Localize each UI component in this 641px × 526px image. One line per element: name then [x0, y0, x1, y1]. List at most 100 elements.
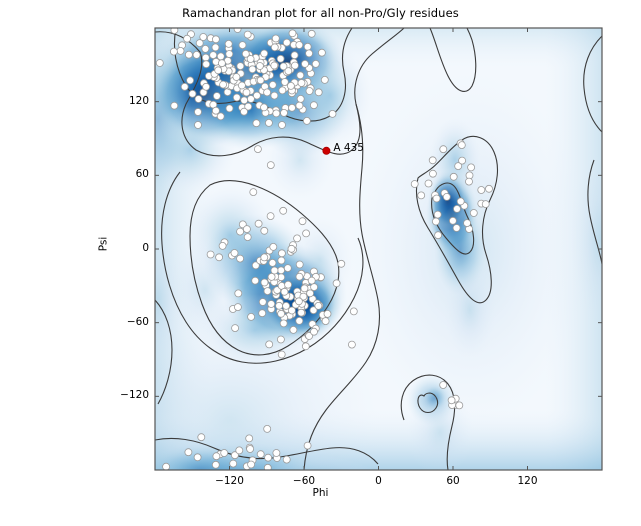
residue-point[interactable]: [224, 40, 233, 48]
residue-point[interactable]: [439, 145, 448, 154]
residue-point[interactable]: [256, 450, 265, 459]
residue-point[interactable]: [253, 145, 262, 154]
residue-point[interactable]: [267, 272, 276, 281]
residue-point[interactable]: [465, 177, 473, 186]
residue-point[interactable]: [301, 60, 309, 68]
residue-point[interactable]: [201, 45, 210, 53]
residue-point[interactable]: [206, 250, 215, 259]
residue-point[interactable]: [265, 340, 274, 349]
residue-point[interactable]: [216, 112, 225, 121]
residue-point[interactable]: [277, 309, 286, 318]
residue-point[interactable]: [266, 161, 275, 170]
residue-point[interactable]: [240, 96, 249, 105]
residue-point[interactable]: [251, 261, 260, 270]
residue-point[interactable]: [214, 66, 223, 75]
residue-point[interactable]: [236, 254, 245, 263]
residue-point[interactable]: [264, 453, 273, 462]
residue-point[interactable]: [180, 82, 189, 91]
residue-point[interactable]: [287, 306, 296, 315]
residue-point[interactable]: [439, 381, 448, 389]
residue-point[interactable]: [263, 287, 272, 296]
residue-point[interactable]: [307, 276, 316, 285]
residue-point[interactable]: [272, 449, 281, 457]
residue-point[interactable]: [246, 55, 255, 63]
residue-point[interactable]: [209, 51, 218, 59]
residue-point[interactable]: [321, 317, 330, 326]
residue-point[interactable]: [217, 59, 226, 68]
residue-point[interactable]: [302, 117, 311, 125]
residue-point[interactable]: [264, 119, 273, 127]
residue-point[interactable]: [247, 460, 256, 469]
residue-point[interactable]: [258, 298, 267, 306]
residue-point[interactable]: [240, 107, 248, 116]
residue-point[interactable]: [277, 350, 286, 359]
residue-point[interactable]: [232, 73, 241, 81]
residue-point[interactable]: [453, 204, 461, 213]
residue-point[interactable]: [305, 87, 314, 95]
residue-point[interactable]: [184, 448, 193, 457]
residue-point[interactable]: [192, 51, 201, 59]
residue-point[interactable]: [170, 27, 179, 34]
residue-point[interactable]: [332, 279, 341, 288]
residue-point[interactable]: [252, 119, 261, 128]
residue-point[interactable]: [447, 396, 456, 405]
residue-point[interactable]: [197, 433, 206, 442]
residue-point[interactable]: [280, 109, 288, 117]
residue-point[interactable]: [286, 82, 295, 90]
residue-point[interactable]: [295, 41, 304, 49]
residue-point[interactable]: [202, 82, 211, 91]
residue-point[interactable]: [215, 253, 224, 262]
residue-point[interactable]: [323, 309, 332, 318]
residue-point[interactable]: [280, 287, 289, 296]
residue-point[interactable]: [431, 217, 440, 226]
residue-point[interactable]: [276, 335, 285, 344]
residue-point[interactable]: [278, 86, 287, 95]
residue-point[interactable]: [155, 59, 164, 67]
residue-point[interactable]: [272, 109, 281, 118]
residue-point[interactable]: [297, 308, 306, 317]
residue-point[interactable]: [254, 219, 263, 228]
residue-point[interactable]: [454, 162, 463, 171]
residue-point[interactable]: [485, 184, 493, 193]
residue-point[interactable]: [301, 342, 310, 351]
residue-point[interactable]: [294, 297, 303, 306]
residue-point[interactable]: [434, 231, 443, 240]
residue-point[interactable]: [260, 103, 268, 112]
residue-point[interactable]: [296, 71, 305, 80]
residue-point[interactable]: [233, 303, 242, 312]
residue-point[interactable]: [201, 53, 210, 62]
residue-point[interactable]: [242, 225, 251, 234]
residue-point[interactable]: [268, 81, 277, 89]
residue-point[interactable]: [212, 92, 221, 100]
residue-point[interactable]: [288, 103, 296, 112]
residue-point[interactable]: [219, 80, 228, 89]
residue-point[interactable]: [270, 91, 279, 100]
residue-point[interactable]: [267, 300, 276, 308]
residue-point[interactable]: [410, 180, 419, 188]
residue-point[interactable]: [309, 306, 318, 315]
residue-point[interactable]: [229, 459, 238, 468]
residue-point[interactable]: [432, 194, 441, 203]
residue-point[interactable]: [266, 212, 275, 221]
residue-point[interactable]: [235, 446, 244, 455]
residue-point[interactable]: [298, 217, 307, 226]
residue-point[interactable]: [258, 309, 267, 318]
residue-point[interactable]: [241, 49, 250, 58]
residue-point[interactable]: [317, 48, 326, 57]
residue-point[interactable]: [211, 460, 220, 469]
residue-point[interactable]: [218, 241, 227, 250]
residue-point[interactable]: [314, 301, 323, 310]
residue-point[interactable]: [277, 266, 286, 275]
residue-point[interactable]: [291, 61, 299, 70]
residue-point[interactable]: [186, 76, 195, 85]
residue-point[interactable]: [263, 88, 272, 97]
residue-point[interactable]: [183, 34, 192, 43]
residue-point[interactable]: [231, 324, 240, 333]
residue-point[interactable]: [311, 60, 320, 68]
residue-point[interactable]: [246, 445, 255, 453]
residue-point[interactable]: [307, 29, 316, 38]
residue-point[interactable]: [260, 49, 269, 58]
residue-point[interactable]: [289, 325, 298, 334]
residue-point[interactable]: [194, 121, 202, 129]
residue-point[interactable]: [243, 30, 252, 39]
